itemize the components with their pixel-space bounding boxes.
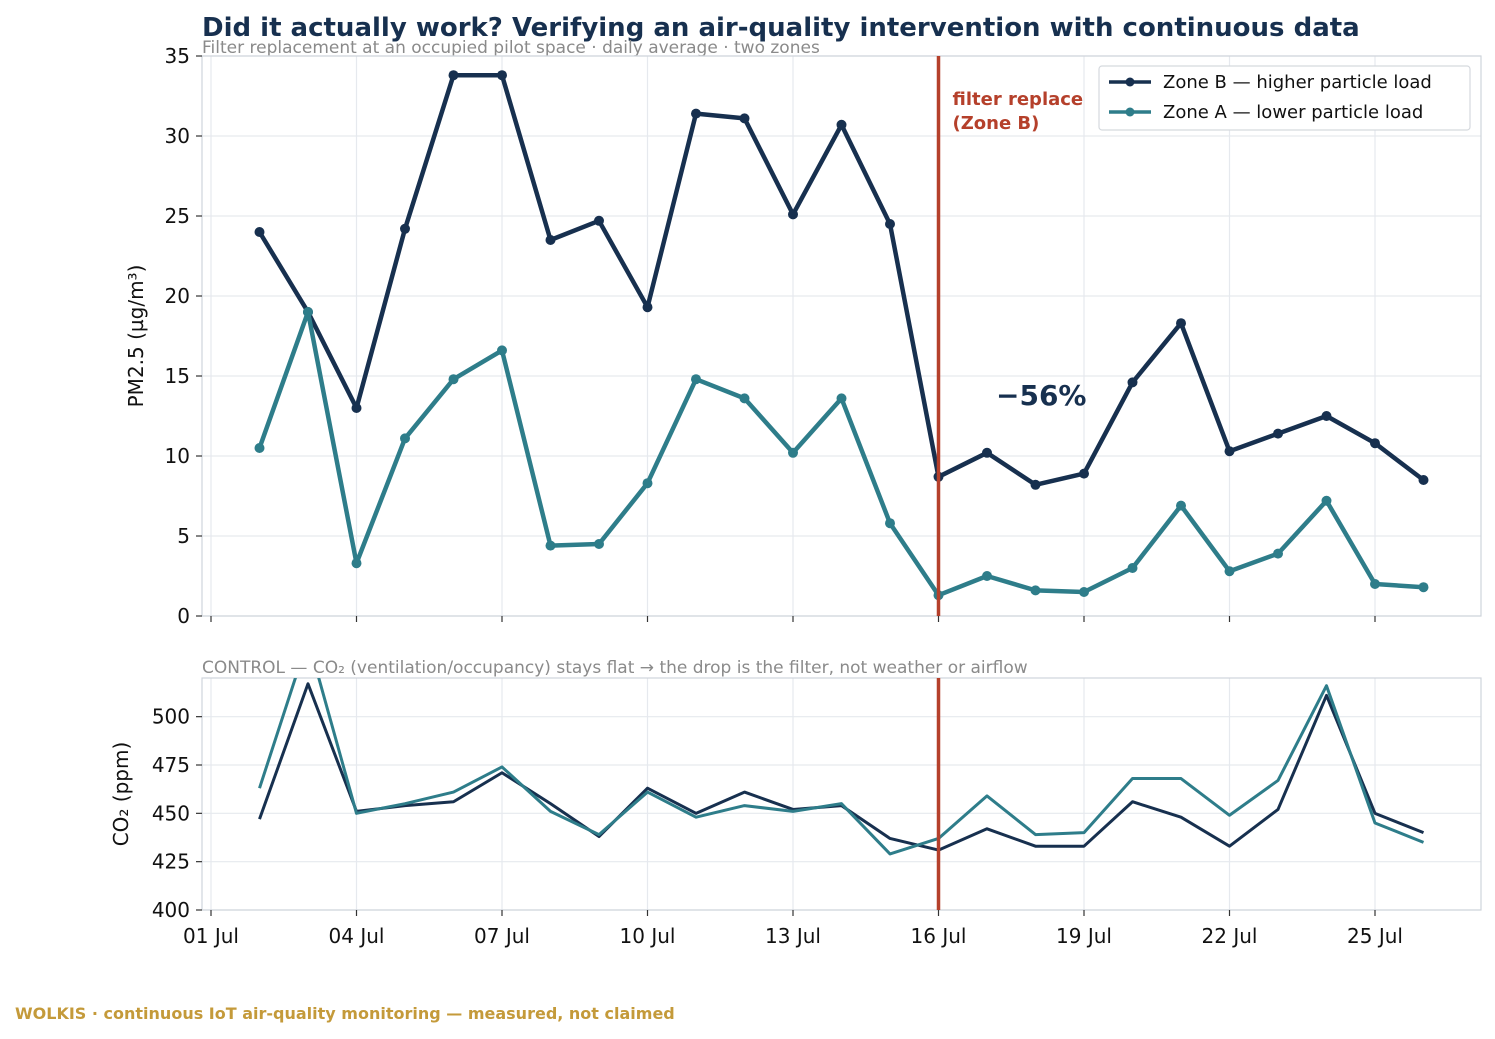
zone-a-pm25-point xyxy=(1079,587,1089,597)
zone-b-pm25-point xyxy=(642,302,653,313)
zone-b-pm25-point xyxy=(1127,377,1138,388)
zone-a-pm25-point xyxy=(691,374,701,385)
zone-b-pm25-point xyxy=(1321,411,1332,421)
chart-subtitle: Filter replacement at an occupied pilot … xyxy=(202,38,820,58)
pm25-x-tick-marks xyxy=(210,616,1376,622)
zone-a-pm25-point xyxy=(836,393,847,404)
zone-a-pm25-point xyxy=(400,433,410,444)
pm25-series xyxy=(254,70,1429,601)
zone-b-pm25-line xyxy=(257,72,1425,488)
zone-a-pm25-point xyxy=(1127,563,1138,573)
co2-y-tick-label: 400 xyxy=(152,898,190,922)
zone-a-pm25-point xyxy=(1370,579,1380,589)
pm25-y-tick-label: 5 xyxy=(177,524,190,548)
x-tick-label: 22 Jul xyxy=(1202,924,1258,948)
pm25-grid xyxy=(202,55,1481,617)
legend: Zone B — higher particle load Zone A — l… xyxy=(1098,65,1471,131)
co2-x-ticks: 01 Jul 04 Jul 07 Jul 10 Jul 13 Jul 16 Jul 19 J… xyxy=(183,910,1403,948)
zone-b-pm25-point xyxy=(594,215,604,226)
zone-b-pm25-point xyxy=(1418,475,1429,485)
control-subtitle: CONTROL — CO₂ (ventilation/occupancy) st… xyxy=(202,658,1028,678)
zone-b-pm25-point xyxy=(885,219,895,229)
co2-y-ticks: 400 425 450 475 500 xyxy=(152,705,202,922)
zone-b-pm25-point xyxy=(545,235,556,245)
x-tick-label: 07 Jul xyxy=(474,924,530,948)
zone-a-pm25-point xyxy=(1176,500,1186,511)
co2-y-axis-label: CO₂ (ppm) xyxy=(109,742,133,847)
x-tick-label: 13 Jul xyxy=(765,924,821,948)
zone-b-pm25-point xyxy=(982,447,992,458)
zone-b-pm25-point xyxy=(497,70,507,81)
x-tick-label: 01 Jul xyxy=(183,924,239,948)
zone-b-pm25-point xyxy=(254,227,265,237)
zone-a-pm25-point xyxy=(497,345,507,356)
zone-a-pm25-point xyxy=(303,307,313,317)
zone-a-pm25-point xyxy=(254,443,265,453)
zone-a-pm25-point xyxy=(885,518,895,529)
co2-y-tick-label: 425 xyxy=(152,850,190,874)
zone-b-pm25-point xyxy=(448,70,459,81)
legend-box xyxy=(1098,65,1471,131)
zone-b-co2-line xyxy=(258,682,1425,852)
zone-a-pm25-point xyxy=(642,478,653,489)
zone-a-pm25-point xyxy=(1273,548,1283,559)
zone-b-pm25-point xyxy=(836,119,847,130)
zone-a-pm25-point xyxy=(545,540,556,551)
intervention-label-line1: filter replace xyxy=(953,89,1084,110)
zone-a-pm25-point xyxy=(594,539,604,549)
pm25-y-ticks: 0 5 10 15 20 25 30 35 xyxy=(165,44,202,628)
zone-b-pm25-point xyxy=(1176,318,1186,329)
zone-a-pm25-point xyxy=(1418,582,1429,593)
x-tick-label: 04 Jul xyxy=(329,924,385,948)
zone-b-pm25-point xyxy=(739,113,750,124)
zone-a-pm25-point xyxy=(351,558,362,569)
co2-y-tick-label: 500 xyxy=(152,705,190,729)
pm25-plot-frame xyxy=(201,55,1482,617)
reduction-label: −56% xyxy=(996,379,1086,412)
zone-a-pm25-point xyxy=(982,571,992,581)
zone-b-pm25-point xyxy=(400,223,410,234)
pm25-y-tick-label: 15 xyxy=(165,364,190,388)
zone-a-pm25-line xyxy=(257,309,1424,598)
co2-grid xyxy=(202,678,1481,911)
zone-b-pm25-point xyxy=(788,209,798,220)
pm25-y-tick-label: 10 xyxy=(165,444,190,468)
zone-b-pm25-point xyxy=(1370,438,1380,449)
zone-a-pm25-point xyxy=(448,374,459,385)
zone-b-pm25-point xyxy=(1030,479,1041,490)
pm25-y-tick-label: 20 xyxy=(165,284,190,308)
zone-b-pm25-point xyxy=(691,108,701,119)
intervention-label-line2: (Zone B) xyxy=(953,113,1040,134)
pm25-y-tick-label: 30 xyxy=(165,124,190,148)
co2-plot-frame xyxy=(201,677,1482,911)
co2-y-tick-label: 450 xyxy=(152,801,190,825)
zone-b-pm25-point xyxy=(1224,446,1235,457)
co2-series xyxy=(258,678,1425,856)
zone-a-pm25-point xyxy=(788,447,798,458)
chart-title: Did it actually work? Verifying an air-q… xyxy=(202,13,1360,43)
legend-label-zone-b: Zone B — higher particle load xyxy=(1163,72,1432,93)
footer-brand: WOLKIS · continuous IoT air-quality moni… xyxy=(15,1004,675,1023)
zone-b-pm25-point xyxy=(351,403,362,413)
zone-a-co2-line xyxy=(258,678,1425,856)
pm25-y-axis-label: PM2.5 (µg/m³) xyxy=(124,265,148,408)
x-tick-label: 25 Jul xyxy=(1347,924,1403,948)
co2-y-tick-label: 475 xyxy=(152,753,190,777)
zone-a-pm25-point xyxy=(1321,495,1332,506)
legend-marker-zone-a xyxy=(1125,107,1135,117)
pm25-y-tick-label: 25 xyxy=(165,204,190,228)
zone-b-pm25-point xyxy=(1079,468,1089,479)
zone-a-pm25-point xyxy=(739,393,750,404)
zone-a-pm25-point xyxy=(1030,585,1041,596)
legend-label-zone-a: Zone A — lower particle load xyxy=(1163,102,1423,123)
pm25-y-tick-label: 35 xyxy=(165,44,190,68)
pm25-y-tick-label: 0 xyxy=(177,604,190,628)
x-tick-label: 19 Jul xyxy=(1056,924,1112,948)
x-tick-label: 16 Jul xyxy=(911,924,967,948)
legend-marker-zone-b xyxy=(1125,77,1135,87)
x-tick-label: 10 Jul xyxy=(620,924,676,948)
zone-a-pm25-point xyxy=(1224,566,1235,577)
zone-b-pm25-point xyxy=(1273,428,1283,439)
